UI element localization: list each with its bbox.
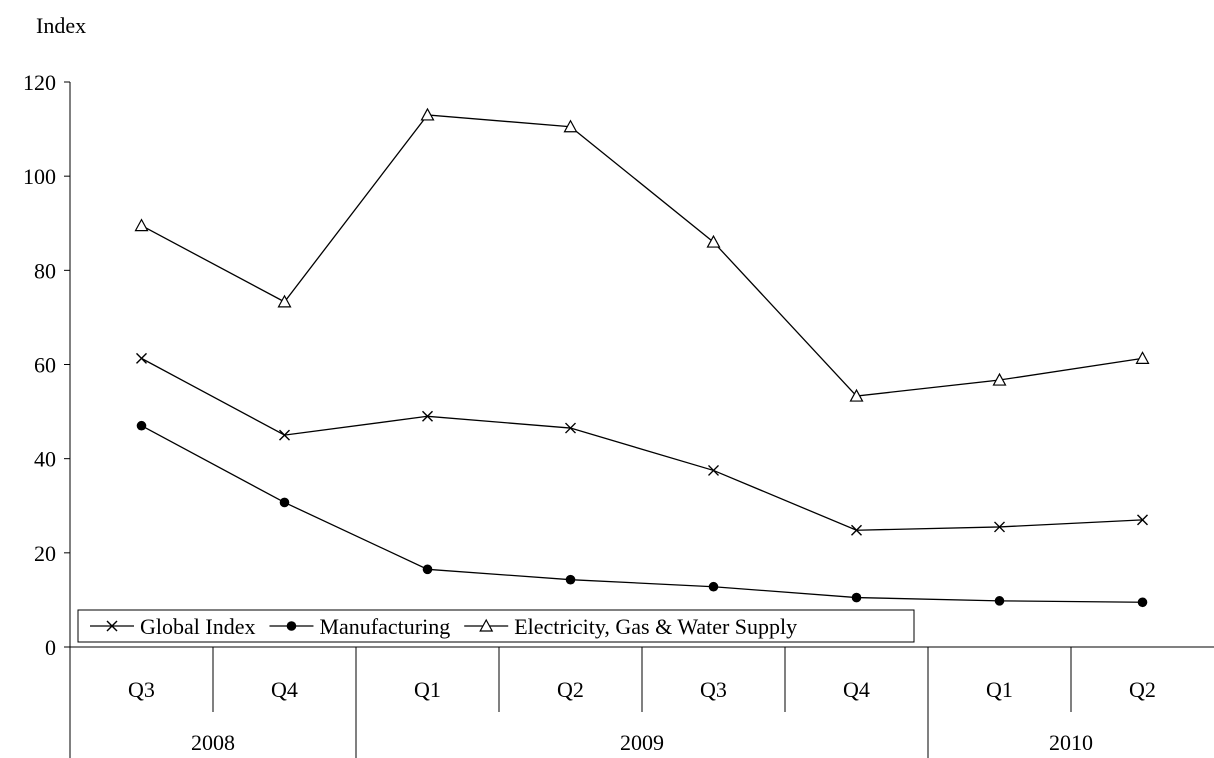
data-point [134,218,149,232]
legend-label: Manufacturing [319,614,450,639]
series-line [141,425,1143,603]
y-tick-label: 0 [45,635,56,660]
marker-stroke [708,464,719,476]
legend-item: Global Index [90,614,255,639]
x-tick-label: Q2 [557,677,584,702]
data-point [565,422,576,434]
legend-box [77,609,915,643]
legend-item: Manufacturing [269,614,450,639]
legend-label: Global Index [140,614,255,639]
data-point [1135,351,1150,364]
y-tick-label: 20 [34,541,56,566]
year-label: 2008 [191,730,235,755]
data-point [994,596,1005,606]
legend-item: Electricity, Gas & Water Supply [464,614,797,639]
x-tick-label: Q3 [700,677,727,702]
data-point [422,564,433,575]
data-point [277,294,292,308]
data-point [279,429,290,441]
marker-stroke [994,521,1005,533]
data-point [420,107,435,121]
data-point [422,410,433,422]
data-point [136,352,147,364]
year-label: 2009 [620,730,664,755]
series-line [141,114,1143,397]
data-point [994,521,1005,533]
series-1 [136,420,1148,608]
legend: Global Index Manufacturing Electricity, Ga… [77,609,915,643]
data-point [279,497,290,508]
data-point [992,372,1007,386]
y-tick-label: 60 [34,353,56,378]
marker-stroke [565,422,576,434]
data-point [563,119,578,133]
data-point [851,592,862,603]
data-point [1137,597,1148,608]
data-point [565,574,576,585]
marker-stroke [851,524,862,536]
marker-stroke [1137,514,1148,526]
marker-stroke [136,352,147,364]
year-label: 2010 [1049,730,1093,755]
marker-stroke [106,620,118,632]
legend-marker [286,621,297,631]
x-tick-label: Q4 [843,677,870,702]
data-point [851,524,862,536]
series-0 [136,352,1148,536]
legend-marker [106,620,118,632]
marker-stroke [279,429,290,441]
x-tick-label: Q1 [414,677,441,702]
y-axis-title: Index [36,13,86,38]
data-point [706,234,721,248]
y-tick-label: 100 [23,164,56,189]
x-tick-label: Q2 [1129,677,1156,702]
series-line [141,357,1143,531]
data-point [1137,514,1148,526]
data-point [849,388,864,402]
y-tick-label: 40 [34,447,56,472]
legend-label: Electricity, Gas & Water Supply [514,614,797,639]
axes: 0 20 40 60 80 100 120 Q3 Q4 Q1 Q2 Q3 Q4 Q1 Q2 2008 2009 2… [23,70,1214,758]
series-layer [134,107,1150,608]
y-tick-label: 120 [23,70,56,95]
x-tick-label: Q4 [271,677,298,702]
legend-marker [479,618,494,632]
data-point [136,420,147,431]
data-point [708,464,719,476]
series-2 [134,107,1150,402]
y-tick-label: 80 [34,258,56,283]
data-point [708,581,719,592]
marker-stroke [422,410,433,422]
x-tick-label: Q3 [128,677,155,702]
x-tick-label: Q1 [986,677,1013,702]
